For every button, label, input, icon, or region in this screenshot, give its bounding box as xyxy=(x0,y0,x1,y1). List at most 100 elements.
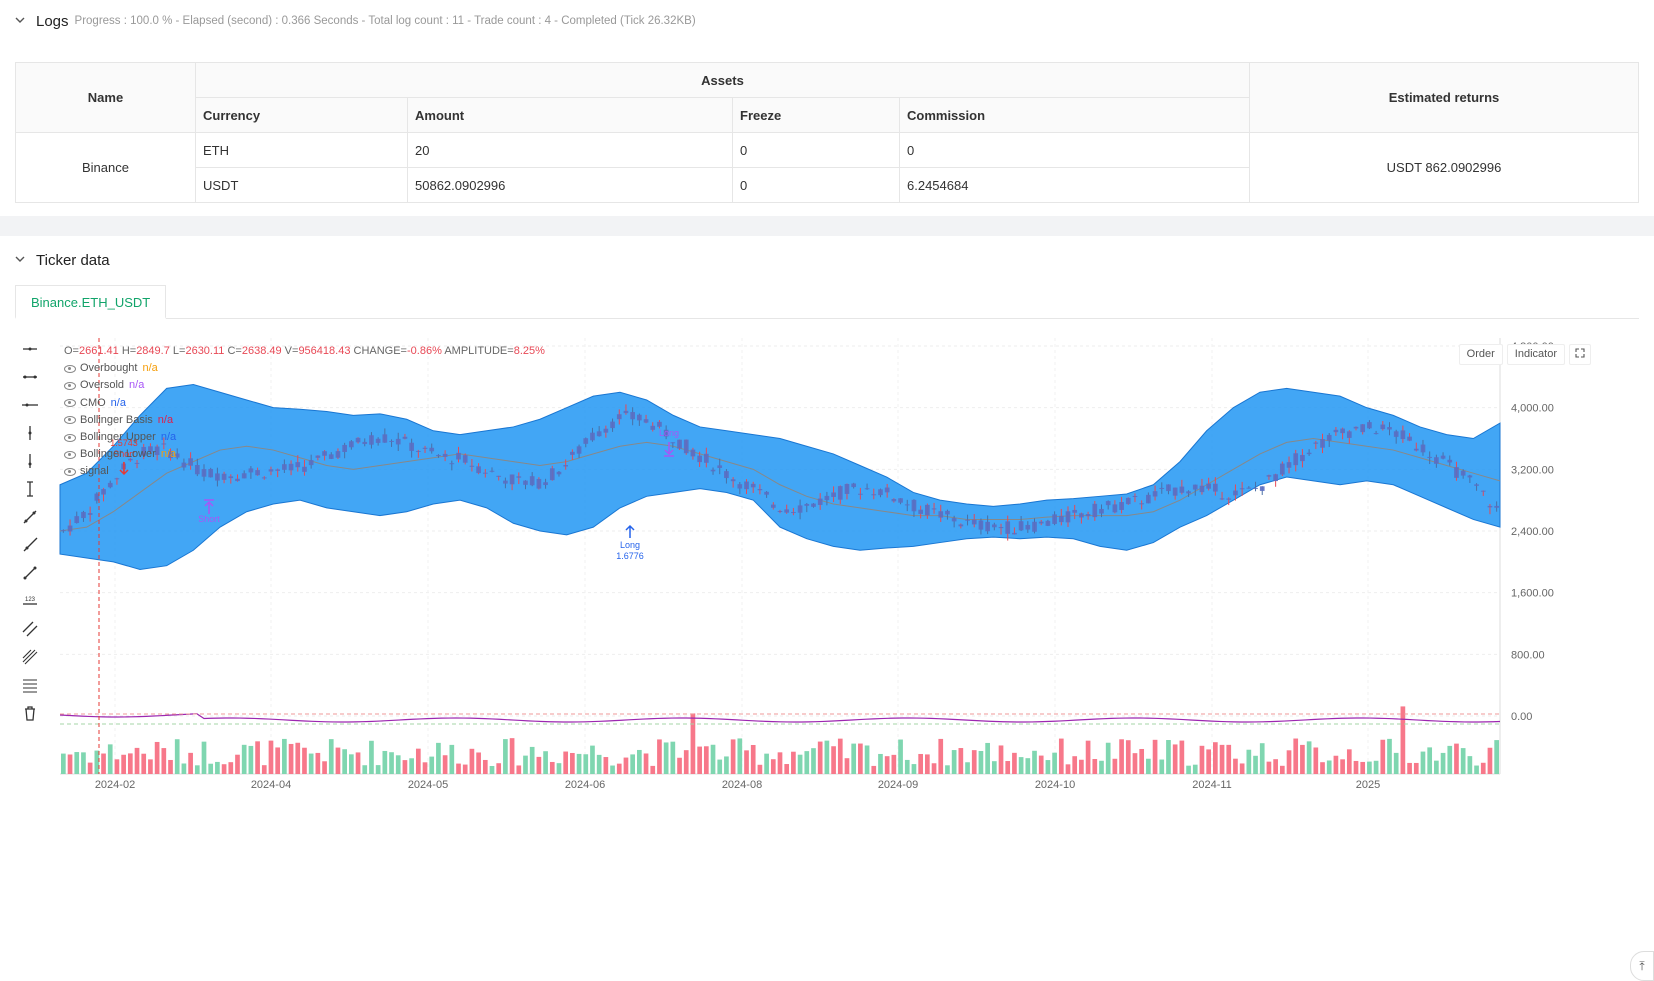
x-tick-label: 2024-10 xyxy=(1035,779,1075,791)
legend-item[interactable]: Oversold n/a xyxy=(64,377,545,394)
volume-bar xyxy=(114,759,120,774)
candle-body xyxy=(342,444,347,452)
x-tick-label: 2024-08 xyxy=(722,779,762,791)
volume-bar xyxy=(415,748,421,774)
eye-icon[interactable] xyxy=(64,399,76,408)
volume-bar xyxy=(282,738,287,774)
volume-bar xyxy=(603,757,609,774)
eye-icon[interactable] xyxy=(64,468,76,477)
legend-item[interactable]: signal xyxy=(64,463,545,480)
candle-body xyxy=(764,491,769,495)
price-line-icon[interactable]: 123 xyxy=(19,590,41,612)
vertical-ray-icon[interactable] xyxy=(19,450,41,472)
candle-body xyxy=(489,470,495,472)
chevron-down-icon[interactable] xyxy=(14,14,30,29)
candle-body xyxy=(1259,486,1265,491)
candle-body xyxy=(590,432,595,441)
candle-body xyxy=(891,499,897,502)
volume-bar xyxy=(616,763,622,774)
candle-body xyxy=(208,468,214,478)
candle-body xyxy=(583,438,589,444)
eye-icon[interactable] xyxy=(64,382,76,390)
candle-body xyxy=(1119,502,1124,510)
volume-bar xyxy=(1440,752,1446,774)
volume-bar xyxy=(1474,765,1479,774)
candle-body xyxy=(1373,433,1379,435)
horizontal-ray-icon[interactable] xyxy=(19,338,41,360)
volume-bar xyxy=(335,747,341,774)
volume-bar xyxy=(724,756,729,774)
freeze-cell: 0 xyxy=(732,167,900,203)
volume-bar xyxy=(101,753,106,774)
volume-bar xyxy=(677,757,682,774)
ticker-header[interactable]: Ticker data xyxy=(0,240,110,280)
legend-label: Bollinger Basis xyxy=(80,413,153,426)
candle-body xyxy=(717,465,723,468)
candle-body xyxy=(349,441,354,448)
chevron-down-icon[interactable] xyxy=(14,253,30,268)
candle-body xyxy=(730,479,736,482)
legend-item[interactable]: CMO n/a xyxy=(64,395,545,412)
candle-body xyxy=(630,412,635,420)
volume-bar xyxy=(1058,738,1064,774)
candle-body xyxy=(1079,513,1084,518)
logs-header[interactable]: Logs Progress : 100.0 % - Elapsed (secon… xyxy=(0,1,696,41)
order-button[interactable]: Order xyxy=(1458,344,1503,365)
indicator-button[interactable]: Indicator xyxy=(1506,344,1565,365)
ray-line-icon[interactable] xyxy=(19,534,41,556)
volume-bar xyxy=(1373,760,1379,774)
vertical-segment-icon[interactable] xyxy=(19,478,41,500)
volume-bar xyxy=(1032,750,1037,774)
trash-icon[interactable] xyxy=(19,702,41,724)
fib-lines-icon[interactable] xyxy=(19,646,41,668)
legend-item[interactable]: Bollinger Upper n/a xyxy=(64,429,545,446)
vertical-line-icon[interactable] xyxy=(19,422,41,444)
volume-bar xyxy=(978,750,984,774)
candle-body xyxy=(556,471,562,475)
volume-bar xyxy=(663,742,669,774)
volume-bar xyxy=(817,741,823,774)
legend-label: CMO xyxy=(80,396,106,409)
currency-cell: USDT xyxy=(195,167,408,203)
candle-body xyxy=(1125,497,1131,505)
fullscreen-icon[interactable] xyxy=(1569,344,1591,365)
volume-bar xyxy=(1065,764,1071,774)
legend-item[interactable]: Bollinger Basis n/a xyxy=(64,412,545,429)
parallel-channel-icon[interactable] xyxy=(19,618,41,640)
eye-icon[interactable] xyxy=(64,450,76,459)
volume-bar xyxy=(683,750,689,774)
volume-bar xyxy=(998,745,1004,774)
fibonacci-retracement-icon[interactable] xyxy=(19,674,41,696)
volume-bar xyxy=(1099,760,1104,774)
legend-label: signal xyxy=(80,465,109,478)
legend-item[interactable]: Overbought n/a xyxy=(64,360,545,377)
candle-body xyxy=(1467,475,1473,478)
volume-bar xyxy=(1085,740,1091,774)
eye-icon[interactable] xyxy=(64,364,76,373)
candlestick-chart[interactable]: 4,800.004,000.003,200.002,400.001,600.00… xyxy=(45,338,1654,838)
eye-icon[interactable] xyxy=(64,416,76,425)
ohlc-o-label: O= xyxy=(64,345,79,357)
candle-body xyxy=(1253,487,1258,489)
eye-icon[interactable] xyxy=(64,433,76,442)
tab-binance-eth-usdt[interactable]: Binance.ETH_USDT xyxy=(15,285,167,319)
candle-body xyxy=(275,469,281,471)
volume-bar xyxy=(87,762,93,774)
scroll-to-top-icon[interactable]: ⤒ xyxy=(1630,951,1654,981)
candle-body xyxy=(174,453,180,458)
volume-bar xyxy=(456,763,461,774)
short-arrow-icon xyxy=(119,462,129,476)
legend-item[interactable]: Bollinger Lower n/a xyxy=(64,446,545,463)
candle-body xyxy=(1460,470,1466,476)
volume-bar xyxy=(784,764,790,774)
chart-area[interactable]: 123 4,800.004,000.003,200.002,400.001,60… xyxy=(15,338,1654,838)
candle-body xyxy=(1367,422,1372,429)
trend-line-icon[interactable] xyxy=(19,506,41,528)
volume-bar xyxy=(1179,740,1185,774)
candle-body xyxy=(563,465,569,467)
horizontal-line-icon[interactable] xyxy=(19,366,41,388)
candle-body xyxy=(1313,442,1319,444)
candle-body xyxy=(1239,488,1245,490)
extended-line-icon[interactable] xyxy=(19,394,41,416)
segment-icon[interactable] xyxy=(19,562,41,584)
